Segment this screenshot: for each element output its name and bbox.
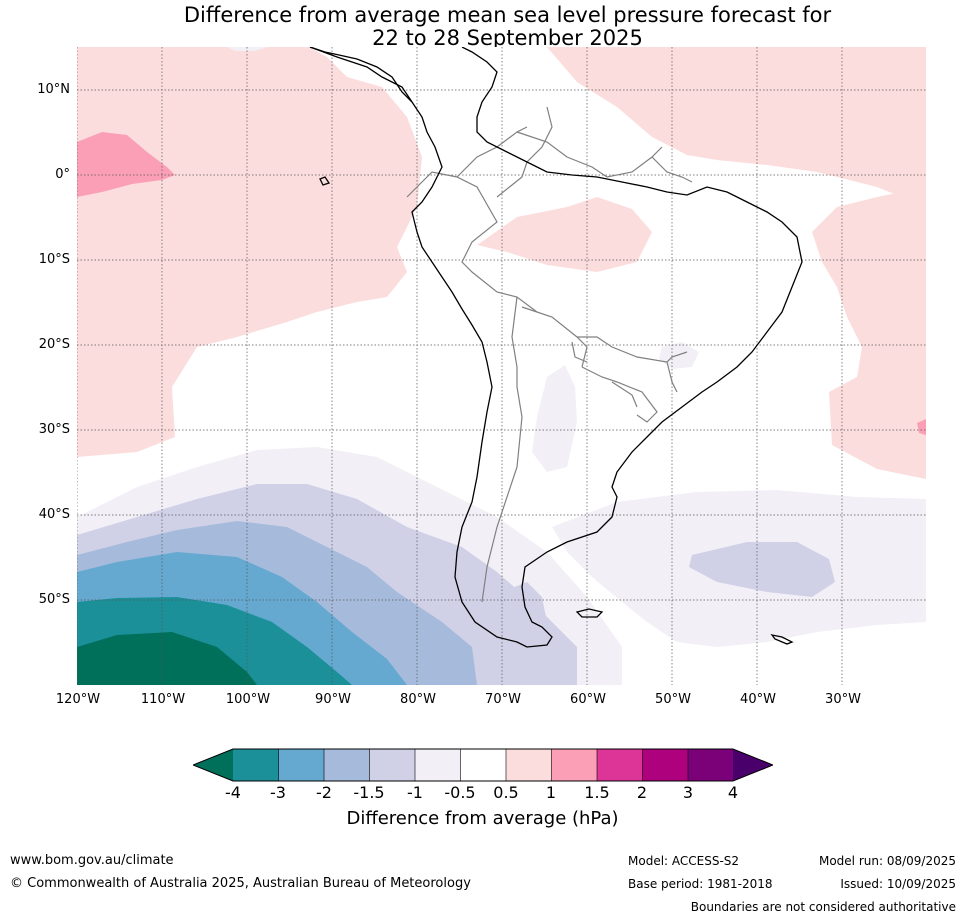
lat-label-0: 0° [55,167,70,182]
lat-label-10n: 10°N [37,82,70,97]
country-borders [406,106,693,603]
lon-label-30w: 30°W [825,692,861,707]
lon-label-90w: 90°W [315,692,351,707]
colorbar-tick-1: 1 [545,783,557,802]
copyright-text: © Commonwealth of Australia 2025, Austra… [10,876,471,891]
disclaimer-text: Boundaries are not considered authoritat… [690,900,956,914]
falklands-outline [575,608,604,618]
lon-label-110w: 110°W [140,692,186,707]
colorbar-bin-05-1 [506,749,552,781]
colorbar-tick-05: 0.5 [493,783,519,802]
model-text: Model: ACCESS-S2 [628,854,740,868]
colorbar-low-extend [193,749,233,781]
argentina-m05-patch [532,365,577,472]
colorbar-outline [193,748,773,782]
colorbar-label: Difference from average (hPa) [346,808,619,829]
base-period-text: Base period: 1981-2018 [628,877,773,891]
website-link[interactable]: www.bom.gov.au/climate [10,853,174,868]
colorbar-bin-1-15 [551,749,597,781]
lon-label-100w: 100°W [225,692,271,707]
colorbar-tick-3: 3 [682,783,694,802]
south-georgia-outline [770,634,794,645]
lon-label-50w: 50°W [655,692,691,707]
colorbar-tick-m05: -0.5 [444,783,476,802]
colorbar-bin-m05-05 [460,749,506,781]
title-line-1: Difference from average mean sea level p… [183,3,832,27]
south-atlantic-m15-region [689,542,835,597]
lat-label-40s: 40°S [38,507,70,522]
amazon-pink-region [477,197,652,272]
pacific-pink-core [77,132,175,197]
colorbar-tick-m2: -2 [316,783,332,802]
chart-title: Difference from average mean sea level p… [100,4,915,50]
colorbar-bin-m4-m3 [233,749,279,781]
lon-label-60w: 60°W [570,692,606,707]
colorbar-tick-m4: -4 [225,783,241,802]
colorbar-tick-2: 2 [636,783,648,802]
brazil-m05-patch [659,342,699,369]
issued-text: Issued: 10/09/2025 [840,877,956,891]
colorbar-bin-2-3 [642,749,688,781]
pressure-anomaly-map [77,47,926,685]
colorbar-bin-m15-m1 [369,749,415,781]
lat-label-20s: 20°S [38,337,70,352]
colorbar-high-extend [733,749,773,781]
lon-label-40w: 40°W [740,692,776,707]
lon-label-80w: 80°W [400,692,436,707]
colorbar-tick-m1: -1 [407,783,423,802]
southern-cone-m1-patch [492,582,547,642]
lon-label-120w: 120°W [55,692,101,707]
model-run-text: Model run: 08/09/2025 [818,854,956,868]
lat-label-50s: 50°S [38,592,70,607]
colorbar-tick-15: 1.5 [584,783,610,802]
caribbean-pink-region [547,47,926,207]
atlantic-pink-core [917,419,926,435]
colorbar-bin-m3-m2 [278,749,324,781]
colorbar-bin-m2-m15 [324,749,370,781]
south-america-coastline [309,47,803,648]
galapagos-outline [319,176,331,186]
pacific-pink-region [77,47,422,457]
colorbar-bin-3-4 [688,749,733,781]
colorbar [193,748,773,782]
colorbar-bin-m1-m05 [415,749,461,781]
top-m05-patch [227,47,267,51]
lat-label-10s: 10°S [38,252,70,267]
colorbar-tick-m15: -1.5 [353,783,385,802]
positive-anomaly-regions [77,47,926,479]
colorbar-bin-15-2 [597,749,643,781]
central-america-coastline [309,47,413,103]
colorbar-separators [278,749,689,781]
southern-ocean-m4 [77,632,257,685]
lat-label-30s: 30°S [38,422,70,437]
lon-label-70w: 70°W [485,692,521,707]
colorbar-tick-m3: -3 [270,783,286,802]
colorbar-tick-4: 4 [727,783,739,802]
negative-anomaly-regions [77,47,926,685]
coastlines [309,47,803,648]
title-line-2: 22 to 28 September 2025 [372,26,643,50]
